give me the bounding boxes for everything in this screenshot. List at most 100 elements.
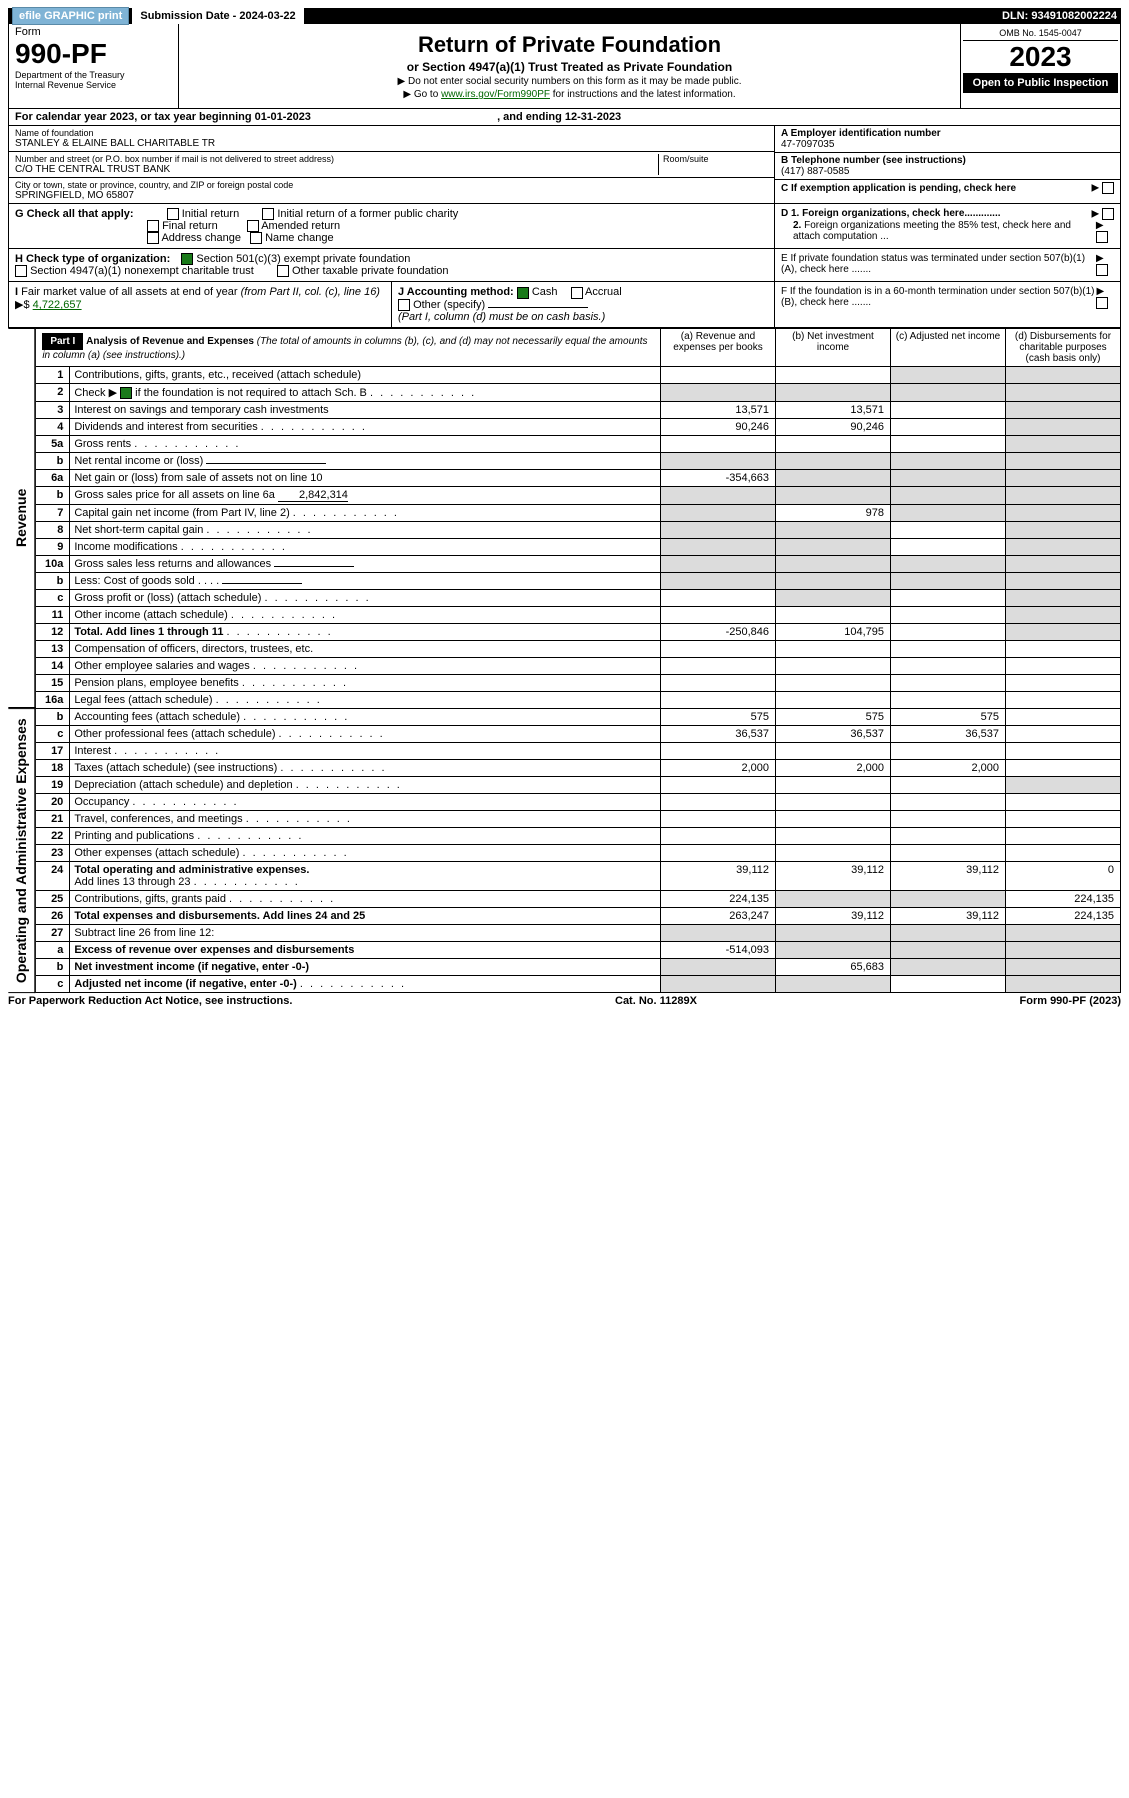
form-title: Return of Private Foundation [185,32,954,58]
e-label: E If private foundation status was termi… [781,253,1096,276]
chk-addr-change[interactable] [147,232,159,244]
instr-1: ▶ Do not enter social security numbers o… [185,76,954,87]
d1-checkbox[interactable] [1102,208,1114,220]
col-b: (b) Net investment income [776,328,891,366]
header-bar: efile GRAPHIC print Submission Date - 20… [8,8,1121,24]
row-9: Income modifications [70,538,661,555]
row-23: Other expenses (attach schedule) [70,844,661,861]
row-16b: Accounting fees (attach schedule) [70,708,661,725]
row-20: Occupancy [70,793,661,810]
row-25: Contributions, gifts, grants paid [70,890,661,907]
row-16c: Other professional fees (attach schedule… [70,725,661,742]
city-label: City or town, state or province, country… [15,180,768,190]
calendar-line: For calendar year 2023, or tax year begi… [8,109,1121,126]
part1-table: Part I Analysis of Revenue and Expenses … [35,328,1121,993]
footer-left: For Paperwork Reduction Act Notice, see … [8,995,292,1007]
chk-other-taxable[interactable] [277,265,289,277]
row-26: Total expenses and disbursements. Add li… [70,907,661,924]
h-label: H Check type of organization: [15,253,170,265]
chk-initial-former[interactable] [262,208,274,220]
street-address: C/O THE CENTRAL TRUST BANK [15,164,658,175]
addr-label: Number and street (or P.O. box number if… [15,154,658,164]
h-e-block: H Check type of organization: Section 50… [8,249,1121,282]
g-label: G Check all that apply: [15,208,134,220]
row-18: Taxes (attach schedule) (see instruction… [70,759,661,776]
c-checkbox[interactable] [1102,182,1114,194]
row-14: Other employee salaries and wages [70,657,661,674]
col-a: (a) Revenue and expenses per books [661,328,776,366]
instr-2: ▶ Go to www.irs.gov/Form990PF for instru… [185,89,954,100]
d1-label: D 1. Foreign organizations, check here..… [781,208,1001,219]
form-subtitle: or Section 4947(a)(1) Trust Treated as P… [185,60,954,74]
chk-amended[interactable] [247,220,259,232]
form-label: Form [15,26,172,38]
row-13: Compensation of officers, directors, tru… [70,640,661,657]
row-10b: Less: Cost of goods sold . . . . [70,572,661,589]
dept: Department of the TreasuryInternal Reven… [15,70,172,90]
row-27b: Net investment income (if negative, ente… [70,958,661,975]
chk-accrual[interactable] [571,287,583,299]
row-5b: Net rental income or (loss) [70,452,661,469]
c-label: C If exemption application is pending, c… [781,183,1016,194]
col-c: (c) Adjusted net income [891,328,1006,366]
row-19: Depreciation (attach schedule) and deple… [70,776,661,793]
efile-button[interactable]: efile GRAPHIC print [12,7,129,25]
d2-checkbox[interactable] [1096,231,1108,243]
row-15: Pension plans, employee benefits [70,674,661,691]
j-note: (Part I, column (d) must be on cash basi… [398,311,605,323]
row-21: Travel, conferences, and meetings [70,810,661,827]
chk-name-change[interactable] [250,232,262,244]
row-4: Dividends and interest from securities [70,418,661,435]
row-22: Printing and publications [70,827,661,844]
foundation-name: STANLEY & ELAINE BALL CHARITABLE TR [15,138,768,149]
i-label: I [15,286,18,298]
e-checkbox[interactable] [1096,264,1108,276]
chk-other-method[interactable] [398,299,410,311]
open-public: Open to Public Inspection [963,73,1118,93]
chk-sch-b[interactable] [120,387,132,399]
ein: 47-7097035 [781,139,1114,150]
j-label: J Accounting method: [398,286,514,298]
footer-center: Cat. No. 11289X [615,995,697,1007]
row-24: Total operating and administrative expen… [70,861,661,890]
chk-cash[interactable] [517,287,529,299]
row-27: Subtract line 26 from line 12: [70,924,661,941]
tax-year: 2023 [963,41,1118,73]
row-27c: Adjusted net income (if negative, enter … [70,975,661,992]
row-2: Check ▶ if the foundation is not require… [70,383,661,401]
g-d-block: G Check all that apply: Initial return I… [8,204,1121,249]
f-checkbox[interactable] [1096,297,1108,309]
d2-label: Foreign organizations meeting the 85% te… [793,220,1071,242]
chk-4947[interactable] [15,265,27,277]
irs-link[interactable]: www.irs.gov/Form990PF [441,89,550,100]
col-d: (d) Disbursements for charitable purpose… [1006,328,1121,366]
row-5a: Gross rents [70,435,661,452]
row-17: Interest [70,742,661,759]
chk-501c3[interactable] [181,253,193,265]
room-label: Room/suite [663,154,768,164]
part1-label: Part I [42,333,83,350]
row-1: Contributions, gifts, grants, etc., rece… [70,366,661,383]
row-11: Other income (attach schedule) [70,606,661,623]
title-block: Form 990-PF Department of the TreasuryIn… [8,24,1121,109]
row-27a: Excess of revenue over expenses and disb… [70,941,661,958]
form-number: 990-PF [15,38,172,70]
identity-grid: Name of foundation STANLEY & ELAINE BALL… [8,126,1121,204]
row-12: Total. Add lines 1 through 11 [70,623,661,640]
row-6b: Gross sales price for all assets on line… [70,486,661,504]
name-label: Name of foundation [15,128,768,138]
chk-final[interactable] [147,220,159,232]
fmv-link[interactable]: 4,722,657 [33,299,82,311]
city-state-zip: SPRINGFIELD, MO 65807 [15,190,768,201]
row-6a: Net gain or (loss) from sale of assets n… [70,469,661,486]
row-10a: Gross sales less returns and allowances [70,555,661,572]
expenses-side-label: Operating and Administrative Expenses [8,708,35,993]
footer: For Paperwork Reduction Act Notice, see … [8,993,1121,1009]
revenue-side-label: Revenue [8,328,35,708]
omb: OMB No. 1545-0047 [963,26,1118,41]
row-7: Capital gain net income (from Part IV, l… [70,504,661,521]
f-label: F If the foundation is in a 60-month ter… [781,286,1096,309]
phone: (417) 887-0585 [781,166,1114,177]
i-j-f-block: I Fair market value of all assets at end… [8,282,1121,327]
chk-initial[interactable] [167,208,179,220]
